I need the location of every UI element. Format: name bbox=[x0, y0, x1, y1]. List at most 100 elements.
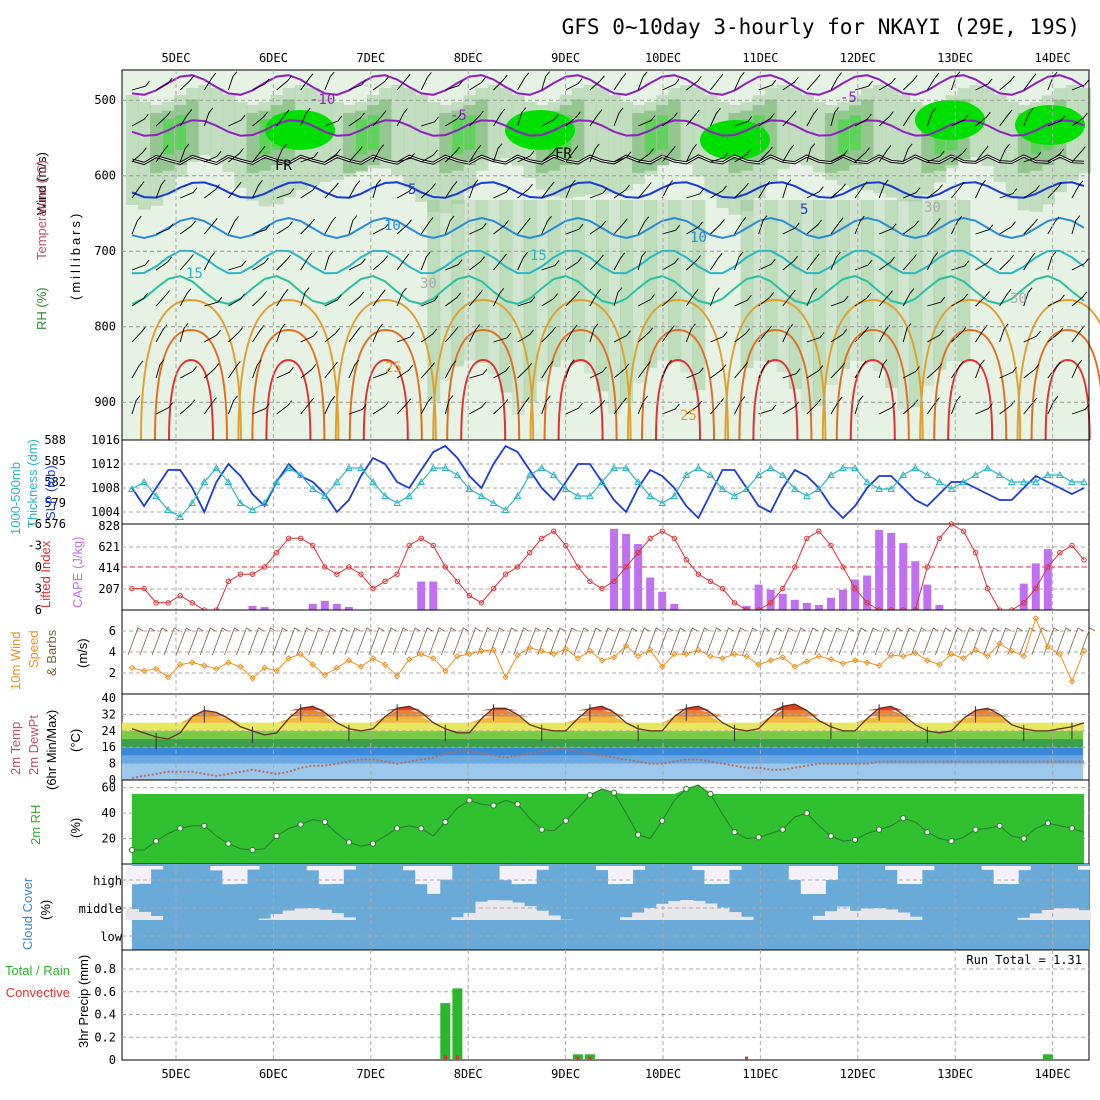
wind10m-barb bbox=[742, 627, 758, 656]
rh-fill-cell bbox=[126, 95, 139, 205]
wind10m-barb bbox=[766, 627, 782, 656]
wind-barb bbox=[252, 403, 270, 415]
temperature-contour bbox=[251, 328, 326, 441]
wind10m-barb bbox=[1031, 627, 1048, 656]
cloud-mid-gap bbox=[487, 900, 501, 920]
wind10m-barb bbox=[754, 627, 770, 656]
lifted-index-point bbox=[225, 578, 232, 585]
bottom-date-label: 5DEC bbox=[162, 1067, 191, 1081]
cloud-high-gap bbox=[812, 866, 826, 895]
thickness-point bbox=[911, 463, 920, 471]
temperature-contour bbox=[947, 358, 994, 441]
wind-barb bbox=[348, 291, 365, 307]
thickness-point bbox=[1044, 470, 1052, 478]
thickness-point bbox=[200, 477, 209, 485]
contour-line bbox=[131, 119, 1085, 137]
wind10m-barb bbox=[718, 627, 734, 656]
wind-barb bbox=[1047, 396, 1059, 415]
wind10m-barb bbox=[163, 627, 180, 656]
cape-bar bbox=[634, 544, 643, 610]
cloud-mid-gap bbox=[463, 912, 477, 920]
thickness-point bbox=[128, 484, 136, 492]
thickness-point bbox=[140, 477, 148, 485]
wind-barb bbox=[155, 145, 169, 163]
thickness-point bbox=[887, 484, 896, 492]
wind-speed-point bbox=[381, 661, 389, 668]
rh2m-point bbox=[948, 837, 955, 845]
wind-barb bbox=[203, 107, 214, 127]
cape-bar bbox=[838, 589, 847, 610]
thickness-point bbox=[1031, 477, 1040, 485]
thickness-point bbox=[345, 463, 353, 471]
rh2m-point bbox=[466, 797, 473, 804]
wind-barb bbox=[854, 113, 872, 127]
precip-tick-label: 0.2 bbox=[94, 1030, 116, 1044]
rh2m-point bbox=[177, 825, 184, 832]
cloud-mid-gap bbox=[885, 909, 899, 920]
bottom-date-label: 11DEC bbox=[742, 1067, 778, 1081]
wind-barb bbox=[830, 72, 842, 91]
rh-fill-cell bbox=[788, 200, 802, 390]
thickness-point bbox=[839, 463, 847, 471]
wind-barb bbox=[734, 396, 746, 415]
wind-barb bbox=[661, 112, 678, 127]
bottom-date-label: 6DEC bbox=[259, 1067, 288, 1081]
cloud-mid-gap bbox=[294, 908, 308, 920]
cape-bar bbox=[429, 581, 438, 610]
wind-speed-point bbox=[863, 659, 871, 666]
wind10m-barb bbox=[428, 627, 445, 656]
lifted-index-point bbox=[322, 564, 328, 570]
thickness-point bbox=[634, 477, 642, 485]
temp-band bbox=[122, 755, 1083, 764]
wind-barb bbox=[830, 329, 848, 343]
wind-barb bbox=[541, 293, 558, 307]
wind-barb bbox=[517, 107, 527, 127]
wind-barb bbox=[372, 367, 391, 379]
cloud-mid-gap bbox=[138, 911, 152, 920]
wind-barb bbox=[517, 252, 528, 271]
lifted-index-point bbox=[358, 571, 364, 577]
wind-barb bbox=[228, 327, 244, 343]
wind-barb bbox=[734, 149, 751, 163]
rh-fill-cell bbox=[523, 200, 537, 403]
wind-barb bbox=[734, 71, 745, 91]
rh2m-point bbox=[876, 826, 883, 833]
wind-barb bbox=[493, 143, 503, 163]
lifted-index-point bbox=[563, 542, 569, 549]
wind-barb bbox=[420, 149, 438, 163]
wind-speed-point bbox=[514, 651, 521, 659]
wind-barb bbox=[710, 108, 721, 127]
wind-barb bbox=[155, 223, 174, 235]
rh-fill-cell bbox=[487, 85, 501, 160]
thickness-point bbox=[393, 498, 401, 506]
pressure-tick-label: 900 bbox=[94, 395, 116, 409]
wind-speed-point bbox=[972, 646, 979, 654]
cape-bar bbox=[814, 604, 823, 610]
wind-barb bbox=[179, 75, 195, 91]
cloud-mid-gap bbox=[258, 918, 272, 920]
wind-barb bbox=[348, 146, 363, 163]
wind-barb bbox=[878, 223, 897, 235]
wind-barb bbox=[926, 218, 941, 235]
lifted-index-point bbox=[780, 585, 786, 592]
wind-barb bbox=[300, 287, 310, 307]
wind-barb bbox=[589, 187, 608, 199]
wind-barb bbox=[662, 224, 681, 235]
wind10m-barb bbox=[332, 627, 349, 656]
wind-barb bbox=[613, 363, 630, 379]
wind-barb bbox=[155, 359, 165, 379]
wind-speed-point bbox=[430, 655, 437, 662]
wind-barb bbox=[685, 144, 697, 163]
wind10m-barb bbox=[814, 627, 831, 656]
rh-fill-cell bbox=[885, 87, 899, 198]
contour-label: 25 bbox=[680, 408, 697, 424]
wind-barb bbox=[806, 108, 819, 127]
wind-barb bbox=[131, 215, 142, 235]
wind-barb bbox=[1047, 361, 1061, 379]
wind-barb bbox=[324, 294, 342, 307]
wind-barb bbox=[1047, 251, 1057, 271]
wind-barb bbox=[445, 292, 462, 307]
wind-barb bbox=[685, 289, 699, 307]
wind-speed-point bbox=[924, 657, 931, 664]
rh-fill-cell bbox=[620, 101, 634, 191]
